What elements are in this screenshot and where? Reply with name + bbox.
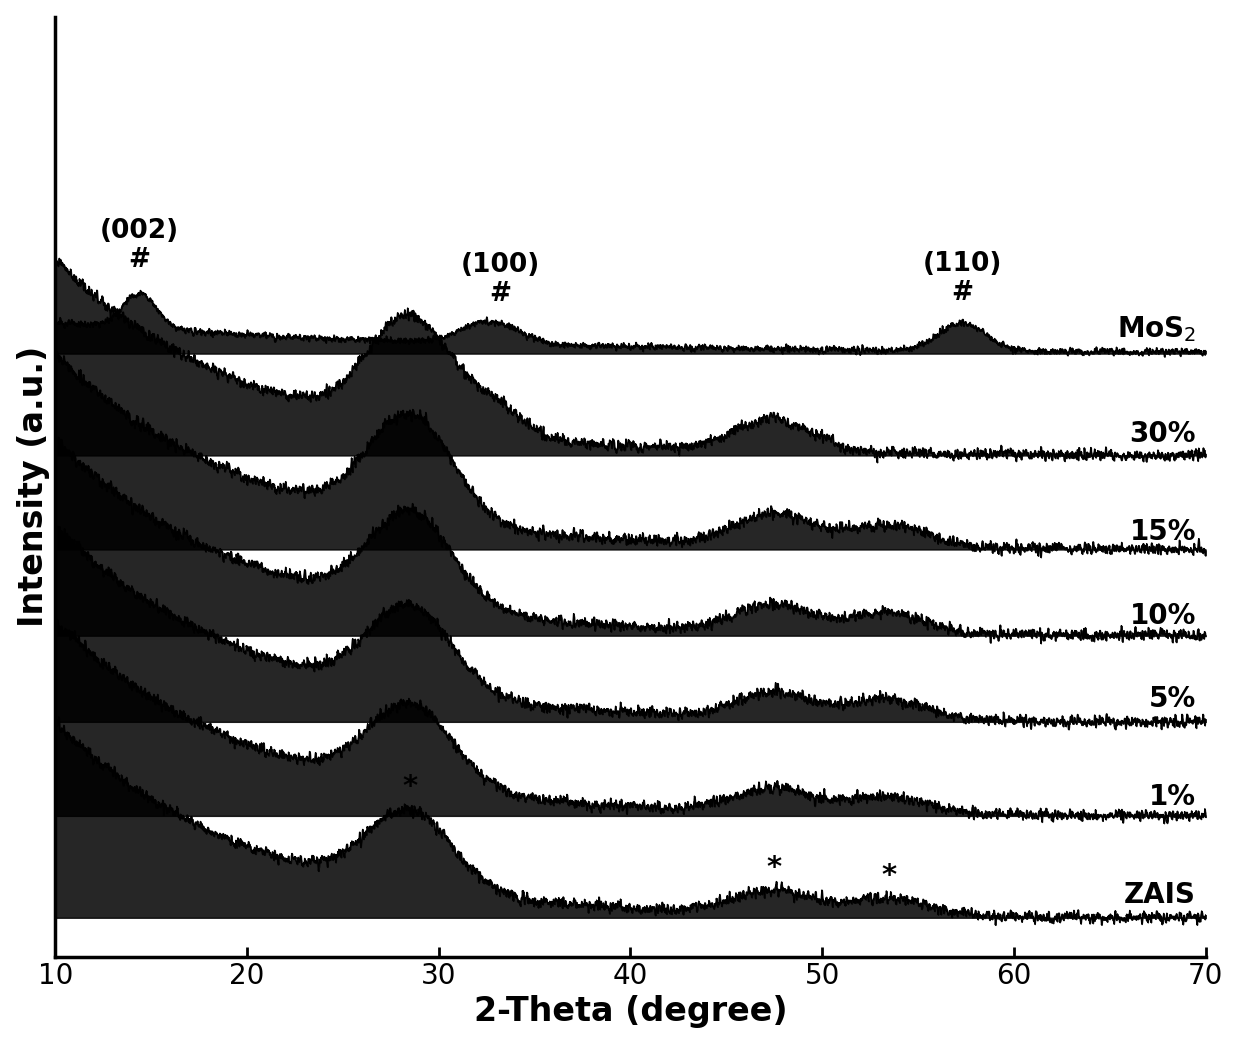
Text: 10%: 10%	[1130, 602, 1197, 630]
Text: MoS$_2$: MoS$_2$	[1117, 315, 1197, 345]
Text: 1%: 1%	[1149, 783, 1197, 811]
Y-axis label: Intensity (a.u.): Intensity (a.u.)	[16, 346, 50, 627]
Text: #: #	[489, 281, 511, 307]
X-axis label: 2-Theta (degree): 2-Theta (degree)	[474, 995, 787, 1028]
Text: (110): (110)	[923, 251, 1002, 277]
Text: #: #	[129, 247, 150, 273]
Text: *: *	[882, 861, 897, 889]
Text: (002): (002)	[100, 218, 179, 243]
Text: 30%: 30%	[1130, 419, 1197, 447]
Text: 5%: 5%	[1148, 684, 1197, 713]
Text: (100): (100)	[460, 252, 539, 278]
Text: *: *	[766, 854, 781, 882]
Text: ZAIS: ZAIS	[1125, 881, 1197, 909]
Text: 15%: 15%	[1130, 517, 1197, 545]
Text: #: #	[951, 280, 973, 305]
Text: *: *	[402, 773, 418, 800]
